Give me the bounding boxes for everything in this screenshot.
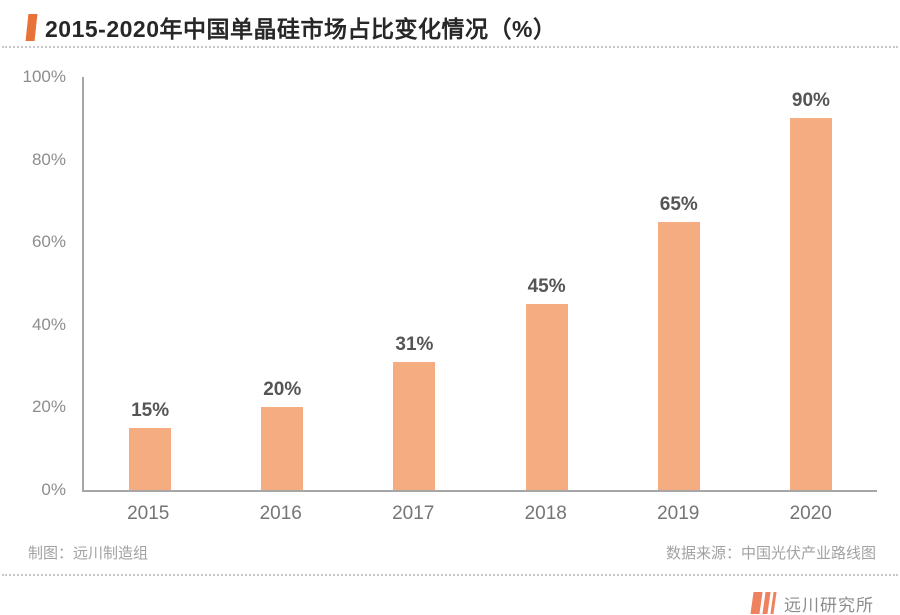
bar-column: 15% xyxy=(84,77,216,490)
y-tick-label: 0% xyxy=(41,480,66,499)
bar xyxy=(129,428,172,490)
bar-column: 45% xyxy=(481,77,613,490)
brand-logo-icon xyxy=(750,592,777,614)
bar-chart: 0% 20% 40% 60% 80% 100% 15% 20% 31% 45% 65% 90% 20… xyxy=(0,67,900,525)
plot-area: 0% 20% 40% 60% 80% 100% 15% 20% 31% 45% 65% 90% xyxy=(23,67,877,499)
bar-column: 20% xyxy=(216,77,348,490)
x-axis: 2015 2016 2017 2018 2019 2020 xyxy=(82,492,877,525)
credit-source: 数据来源：中国光伏产业路线图 xyxy=(665,545,876,562)
bar xyxy=(261,407,304,490)
bar-column: 31% xyxy=(348,77,480,490)
y-tick-label: 80% xyxy=(31,149,66,169)
y-tick-label: 20% xyxy=(31,397,66,417)
x-axis-label: 2019 xyxy=(657,503,700,524)
footer: 远川研究所 xyxy=(0,576,900,615)
bar-column: 90% xyxy=(745,77,877,490)
x-axis-label: 2015 xyxy=(127,503,170,524)
y-tick-label: 40% xyxy=(31,314,66,334)
x-axis-label: 2016 xyxy=(259,503,302,524)
bar-value-label: 45% xyxy=(527,276,566,298)
bar xyxy=(525,304,568,490)
y-tick-label: 60% xyxy=(31,232,66,252)
bar xyxy=(657,221,700,490)
bar-value-label: 15% xyxy=(131,400,170,422)
bar xyxy=(789,118,832,490)
credit-author: 制图：远川制造组 xyxy=(28,545,149,562)
bar-column: 65% xyxy=(613,77,745,490)
bar-value-label: 31% xyxy=(395,333,434,355)
credits-row: 制图：远川制造组 数据来源：中国光伏产业路线图 xyxy=(0,542,900,563)
chart-header: 2015-2020年中国单晶硅市场占比变化情况（%） xyxy=(0,0,900,44)
page-title: 2015-2020年中国单晶硅市场占比变化情况（%） xyxy=(45,16,557,42)
brand-name: 远川研究所 xyxy=(784,595,874,615)
y-tick-label: 100% xyxy=(22,67,66,86)
bottom-divider xyxy=(2,574,898,576)
x-axis-label: 2018 xyxy=(524,503,567,524)
bar-value-label: 90% xyxy=(791,90,830,112)
x-axis-label: 2020 xyxy=(789,503,832,524)
y-axis: 0% 20% 40% 60% 80% 100% xyxy=(2,67,66,499)
top-divider xyxy=(2,46,898,48)
title-accent-mark xyxy=(25,13,38,41)
x-axis-label: 2017 xyxy=(392,503,435,524)
bar-value-label: 20% xyxy=(263,379,302,401)
bar xyxy=(393,361,436,490)
bar-value-label: 65% xyxy=(659,193,698,215)
